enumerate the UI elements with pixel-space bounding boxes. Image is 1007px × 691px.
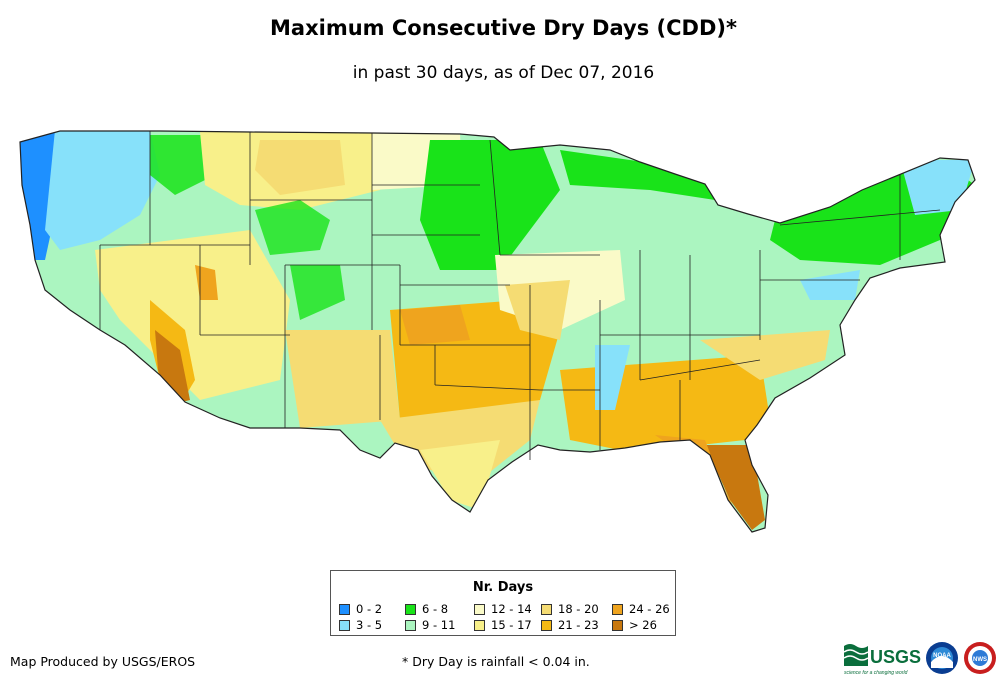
legend-item-24-26: 24 - 26 bbox=[612, 602, 670, 616]
legend-item-9-11: 9 - 11 bbox=[405, 618, 455, 632]
region-3-5-mississippi bbox=[595, 345, 630, 410]
legend-item-18-20: 18 - 20 bbox=[541, 602, 599, 616]
region-24-26-arizona bbox=[195, 265, 218, 300]
dry-days-regions bbox=[20, 131, 975, 532]
nws-logo-text: NWS bbox=[973, 657, 987, 663]
legend-item-6-8: 6 - 8 bbox=[405, 602, 448, 616]
legend-item-15-17: 15 - 17 bbox=[474, 618, 532, 632]
legend-swatch bbox=[541, 619, 552, 631]
legend-swatch bbox=[405, 619, 416, 631]
legend-item-over-26: > 26 bbox=[612, 618, 657, 632]
legend-swatch bbox=[612, 619, 623, 631]
region-18-20-missouri bbox=[505, 280, 570, 340]
legend-swatch bbox=[405, 603, 416, 615]
map-title: Maximum Consecutive Dry Days (CDD)* bbox=[270, 16, 737, 40]
legend-swatch bbox=[339, 619, 350, 631]
legend-item-3-5: 3 - 5 bbox=[339, 618, 382, 632]
state-borders bbox=[99, 131, 941, 460]
region-15-17-south-texas bbox=[420, 440, 500, 510]
usgs-logo-text: USGS bbox=[870, 647, 921, 667]
us-dry-days-map bbox=[19, 130, 976, 533]
legend-swatch bbox=[541, 603, 552, 615]
region-6-8-minnesota bbox=[420, 140, 560, 270]
region-21-23-southeast bbox=[560, 355, 770, 450]
legend-title: Nr. Days bbox=[472, 580, 534, 595]
region-over-26-florida bbox=[705, 445, 765, 530]
legend-swatch bbox=[474, 619, 485, 631]
nws-logo: NWS bbox=[964, 642, 996, 674]
legend-swatch bbox=[474, 603, 485, 615]
map-subtitle: in past 30 days, as of Dec 07, 2016 bbox=[352, 63, 655, 83]
credit-text: Map Produced by USGS/EROS bbox=[10, 654, 196, 669]
usgs-tagline: science for a changing world bbox=[844, 670, 908, 676]
region-18-20-montana bbox=[255, 140, 345, 195]
legend: Nr. Days 0 - 2 3 - 5 6 - 8 9 - 11 12 - 1… bbox=[330, 570, 676, 636]
legend-item-12-14: 12 - 14 bbox=[474, 602, 532, 616]
legend-swatch bbox=[339, 603, 350, 615]
region-6-8-michigan bbox=[560, 150, 715, 200]
noaa-logo: NOAA bbox=[926, 642, 958, 674]
legend-swatch bbox=[612, 603, 623, 615]
noaa-logo-text: NOAA bbox=[933, 653, 951, 659]
agency-logos: USGS science for a changing world NOAA N… bbox=[843, 642, 996, 676]
legend-item-21-23: 21 - 23 bbox=[541, 618, 599, 632]
region-6-8-colorado bbox=[290, 265, 345, 320]
region-6-8-wyoming bbox=[255, 200, 330, 255]
region-15-17-basin bbox=[95, 230, 290, 400]
region-3-5-northwest bbox=[45, 131, 160, 250]
region-3-5-midatlantic bbox=[800, 270, 860, 300]
legend-item-0-2: 0 - 2 bbox=[339, 602, 382, 616]
usgs-logo: USGS science for a changing world bbox=[843, 644, 921, 676]
region-24-26-kansas bbox=[400, 305, 470, 345]
region-15-17-southwest bbox=[285, 330, 400, 428]
region-18-20-carolinas bbox=[700, 330, 830, 380]
footnote-text: * Dry Day is rainfall < 0.04 in. bbox=[402, 654, 590, 669]
